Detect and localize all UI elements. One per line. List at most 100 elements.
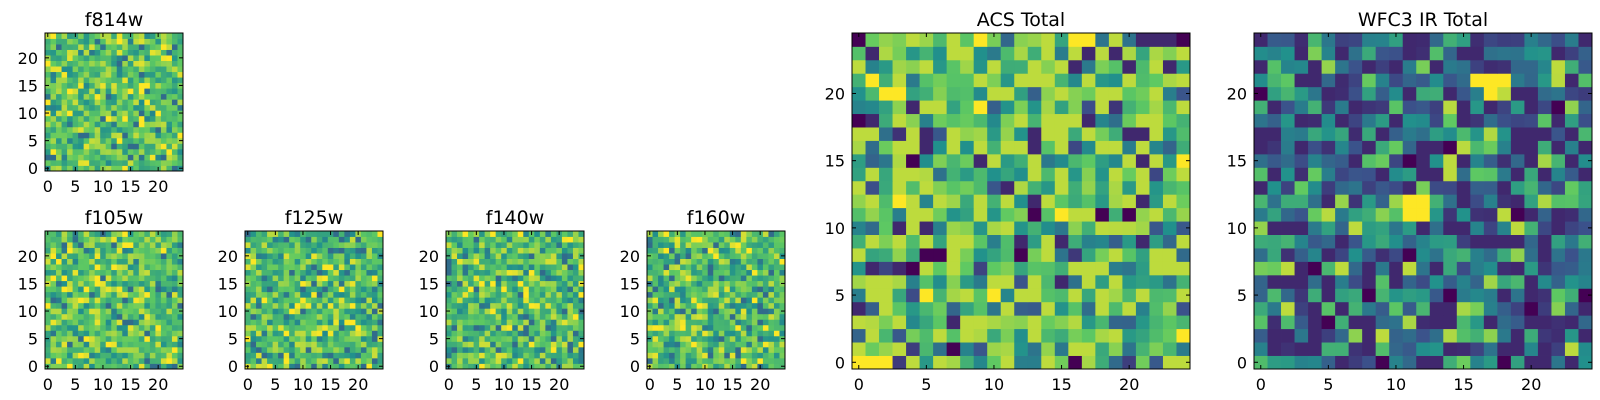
heatmap-cell [166, 275, 173, 282]
heatmap-cell [669, 231, 675, 237]
heatmap-cell [696, 324, 703, 331]
heatmap-cell [1551, 342, 1566, 356]
heatmap-cell [773, 346, 780, 353]
heatmap-cell [377, 319, 384, 326]
heatmap-cell [83, 341, 90, 348]
heatmap-cell [267, 308, 273, 315]
heatmap-cell [1483, 100, 1498, 115]
heatmap-cell [72, 330, 79, 337]
heatmap-cell [773, 302, 780, 309]
heatmap-cell [539, 231, 546, 237]
heatmap-cell [1081, 113, 1096, 128]
heatmap-cell [1564, 167, 1579, 182]
heatmap-cell [1122, 153, 1137, 168]
heatmap-cell [166, 280, 173, 287]
heatmap-cell [272, 346, 279, 353]
heatmap-cell [696, 258, 703, 265]
heatmap-cell [906, 153, 920, 168]
heatmap-cell [946, 127, 961, 141]
heatmap-cell [746, 264, 753, 271]
heatmap-cell [122, 71, 129, 78]
heatmap-cell [177, 126, 184, 133]
heatmap-cell [1176, 301, 1191, 316]
heatmap-cell [344, 236, 351, 243]
heatmap-cell [1375, 46, 1390, 61]
heatmap-cell [1254, 33, 1268, 47]
heatmap-cell [517, 297, 524, 304]
heatmap-cell [116, 93, 123, 100]
heatmap-cell [740, 247, 747, 254]
heatmap-cell [545, 335, 552, 342]
heatmap-cell [729, 302, 736, 309]
heatmap-cell [501, 269, 508, 276]
heatmap-cell [78, 275, 85, 282]
heatmap-cell [116, 247, 123, 254]
heatmap-cell [865, 274, 880, 289]
heatmap-cell [50, 297, 57, 304]
heatmap-cell [647, 324, 653, 331]
heatmap-cell [879, 288, 893, 303]
heatmap-cell [94, 352, 101, 359]
heatmap-cell [155, 352, 162, 359]
heatmap-cell [468, 258, 474, 265]
heatmap-cell [133, 319, 140, 326]
heatmap-cell [933, 167, 948, 182]
heatmap-cell [556, 302, 563, 309]
heatmap-cell [56, 44, 62, 50]
heatmap-cell [987, 288, 1002, 303]
heatmap-cell [311, 313, 318, 320]
heatmap-cell [1348, 342, 1363, 356]
heatmap-cell [45, 99, 51, 106]
heatmap-cell [94, 44, 101, 50]
heatmap-cell [879, 328, 893, 343]
heatmap-cell [473, 330, 480, 337]
heatmap-cell [322, 280, 329, 287]
heatmap-cell [528, 302, 535, 309]
heatmap-cell [512, 247, 519, 254]
heatmap-cell [67, 231, 73, 237]
heatmap-cell [1564, 315, 1579, 330]
heatmap-cell [1483, 274, 1498, 289]
heatmap-cell [545, 247, 552, 254]
heatmap-cell [1054, 194, 1069, 209]
heatmap-cell [1000, 234, 1015, 249]
y-tick-label: 10 [620, 302, 640, 321]
heatmap-cell [528, 357, 535, 364]
heatmap-cell [256, 319, 262, 326]
heatmap-cell [149, 60, 156, 67]
heatmap-cell [56, 143, 62, 150]
heatmap-cell [111, 165, 118, 172]
heatmap-cell [256, 264, 262, 271]
heatmap-cell [1564, 342, 1579, 356]
heatmap-cell [144, 77, 151, 84]
heatmap-cell [333, 280, 340, 287]
heatmap-cell [300, 324, 307, 331]
heatmap-cell [349, 231, 356, 237]
heatmap-cell [1027, 342, 1042, 356]
heatmap-cell [729, 352, 736, 359]
heatmap-cell [468, 363, 474, 370]
heatmap-cell [674, 247, 681, 254]
heatmap-cell [973, 59, 988, 74]
heatmap-cell [166, 115, 173, 122]
heatmap-cell [1321, 301, 1336, 316]
heatmap-cell [865, 100, 880, 115]
heatmap-cell [1483, 221, 1498, 235]
heatmap-cell [1027, 59, 1042, 74]
heatmap-cell [133, 148, 140, 155]
heatmap-cell [1000, 180, 1015, 195]
heatmap-cell [906, 288, 920, 303]
heatmap-cell [1041, 167, 1056, 182]
heatmap-cell [1497, 221, 1512, 235]
heatmap-cell [278, 280, 285, 287]
heatmap-cell [946, 221, 961, 235]
heatmap-cell [484, 297, 491, 304]
heatmap-cell [1162, 153, 1177, 168]
heatmap-cell [879, 113, 893, 128]
heatmap-cell [155, 330, 162, 337]
heatmap-cell [261, 313, 268, 320]
heatmap-cell [100, 77, 107, 84]
heatmap-cell [78, 242, 85, 248]
heatmap-cell [729, 297, 736, 304]
heatmap-cell [946, 301, 961, 316]
